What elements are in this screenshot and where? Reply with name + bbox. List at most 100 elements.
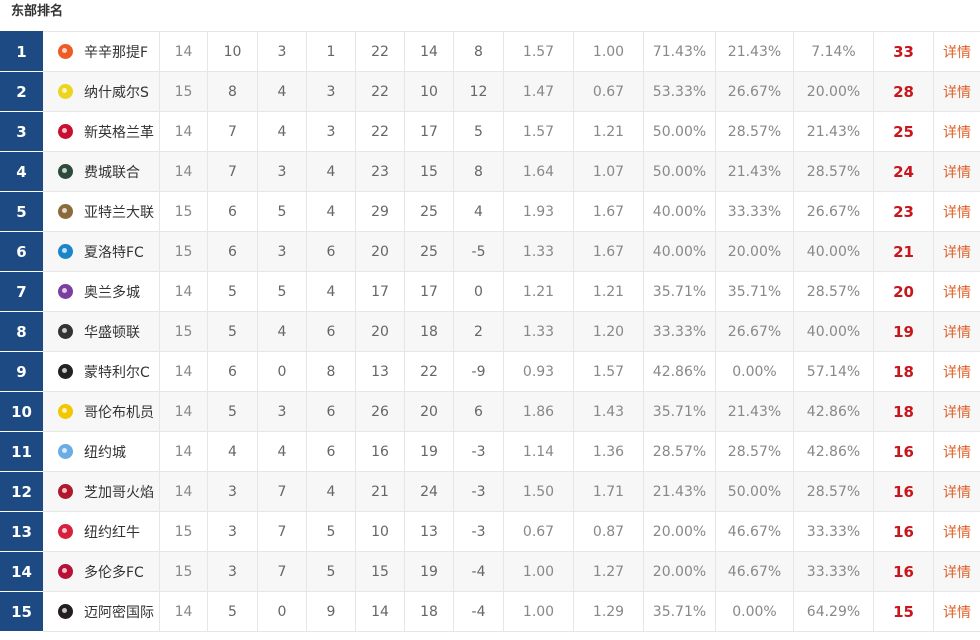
detail-link[interactable]: 详情 bbox=[933, 311, 980, 352]
detail-link[interactable]: 详情 bbox=[933, 111, 980, 152]
loss-pct-cell: 42.86% bbox=[793, 431, 874, 472]
points-cell: 24 bbox=[873, 151, 934, 192]
team-cell[interactable]: 奥兰多城 bbox=[42, 271, 160, 312]
team-cell[interactable]: 亚特兰大联 bbox=[42, 191, 160, 232]
draws-cell: 0 bbox=[257, 351, 307, 392]
team-name: 多伦多FC bbox=[84, 564, 144, 581]
team-name: 蒙特利尔C bbox=[84, 364, 150, 381]
team-name: 奥兰多城 bbox=[84, 284, 140, 301]
table-row: 12 芝加哥火焰 14 3 7 4 21 24 -3 1.50 1.71 21.43% 50.00% 28… bbox=[0, 471, 980, 512]
detail-link[interactable]: 详情 bbox=[933, 431, 980, 472]
team-logo-icon bbox=[58, 44, 73, 59]
win-pct-cell: 33.33% bbox=[643, 311, 716, 352]
loss-pct-cell: 28.57% bbox=[793, 471, 874, 512]
avg-goals-for-cell: 1.86 bbox=[503, 391, 574, 432]
detail-link[interactable]: 详情 bbox=[933, 151, 980, 192]
loss-pct-cell: 26.67% bbox=[793, 191, 874, 232]
standings-table: 1 辛辛那提F 14 10 3 1 22 14 8 1.57 1.00 71.43% 21.43% 7.1… bbox=[0, 31, 980, 632]
played-cell: 15 bbox=[159, 511, 208, 552]
detail-link[interactable]: 详情 bbox=[933, 511, 980, 552]
team-logo-icon bbox=[58, 524, 73, 539]
team-cell[interactable]: 迈阿密国际 bbox=[42, 591, 160, 632]
goals-for-cell: 13 bbox=[355, 351, 405, 392]
table-row: 7 奥兰多城 14 5 5 4 17 17 0 1.21 1.21 35.71% 35.71% 28.57… bbox=[0, 271, 980, 312]
goal-diff-cell: -3 bbox=[453, 431, 504, 472]
team-cell[interactable]: 夏洛特FC bbox=[42, 231, 160, 272]
goal-diff-cell: 6 bbox=[453, 391, 504, 432]
team-cell[interactable]: 哥伦布机员 bbox=[42, 391, 160, 432]
goal-diff-cell: -9 bbox=[453, 351, 504, 392]
win-pct-cell: 35.71% bbox=[643, 271, 716, 312]
loss-pct-cell: 7.14% bbox=[793, 31, 874, 72]
detail-link[interactable]: 详情 bbox=[933, 271, 980, 312]
draws-cell: 4 bbox=[257, 431, 307, 472]
detail-link[interactable]: 详情 bbox=[933, 191, 980, 232]
wins-cell: 4 bbox=[207, 431, 258, 472]
rank-cell: 3 bbox=[0, 111, 43, 152]
losses-cell: 5 bbox=[306, 511, 356, 552]
team-cell[interactable]: 芝加哥火焰 bbox=[42, 471, 160, 512]
avg-goals-against-cell: 1.20 bbox=[573, 311, 644, 352]
played-cell: 15 bbox=[159, 311, 208, 352]
team-logo-icon bbox=[58, 604, 73, 619]
win-pct-cell: 50.00% bbox=[643, 111, 716, 152]
team-logo-icon bbox=[58, 484, 73, 499]
team-cell[interactable]: 纽约红牛 bbox=[42, 511, 160, 552]
detail-link[interactable]: 详情 bbox=[933, 551, 980, 592]
avg-goals-for-cell: 1.21 bbox=[503, 271, 574, 312]
played-cell: 15 bbox=[159, 231, 208, 272]
rank-cell: 11 bbox=[0, 431, 43, 472]
wins-cell: 3 bbox=[207, 471, 258, 512]
losses-cell: 6 bbox=[306, 431, 356, 472]
avg-goals-against-cell: 1.57 bbox=[573, 351, 644, 392]
detail-link[interactable]: 详情 bbox=[933, 471, 980, 512]
goals-for-cell: 16 bbox=[355, 431, 405, 472]
avg-goals-against-cell: 1.43 bbox=[573, 391, 644, 432]
draw-pct-cell: 35.71% bbox=[715, 271, 794, 312]
points-cell: 16 bbox=[873, 551, 934, 592]
rank-cell: 6 bbox=[0, 231, 43, 272]
played-cell: 15 bbox=[159, 71, 208, 112]
win-pct-cell: 20.00% bbox=[643, 511, 716, 552]
played-cell: 14 bbox=[159, 31, 208, 72]
goal-diff-cell: -4 bbox=[453, 551, 504, 592]
detail-link[interactable]: 详情 bbox=[933, 31, 980, 72]
rank-cell: 1 bbox=[0, 31, 43, 72]
detail-link[interactable]: 详情 bbox=[933, 351, 980, 392]
team-cell[interactable]: 纳什威尔S bbox=[42, 71, 160, 112]
table-row: 8 华盛顿联 15 5 4 6 20 18 2 1.33 1.20 33.33% 26.67% 40.00… bbox=[0, 311, 980, 352]
team-name: 夏洛特FC bbox=[84, 244, 144, 261]
table-row: 5 亚特兰大联 15 6 5 4 29 25 4 1.93 1.67 40.00% 33.33% 26.6… bbox=[0, 191, 980, 232]
team-name: 华盛顿联 bbox=[84, 324, 140, 341]
team-cell[interactable]: 新英格兰革 bbox=[42, 111, 160, 152]
avg-goals-for-cell: 1.57 bbox=[503, 31, 574, 72]
table-row: 13 纽约红牛 15 3 7 5 10 13 -3 0.67 0.87 20.00% 46.67% 33.… bbox=[0, 511, 980, 552]
detail-link[interactable]: 详情 bbox=[933, 391, 980, 432]
draw-pct-cell: 46.67% bbox=[715, 551, 794, 592]
team-cell[interactable]: 华盛顿联 bbox=[42, 311, 160, 352]
goals-against-cell: 15 bbox=[404, 151, 454, 192]
detail-link[interactable]: 详情 bbox=[933, 71, 980, 112]
team-cell[interactable]: 费城联合 bbox=[42, 151, 160, 192]
team-cell[interactable]: 辛辛那提F bbox=[42, 31, 160, 72]
team-logo-icon bbox=[58, 124, 73, 139]
avg-goals-for-cell: 1.00 bbox=[503, 591, 574, 632]
team-cell[interactable]: 多伦多FC bbox=[42, 551, 160, 592]
team-name: 芝加哥火焰 bbox=[84, 484, 154, 501]
avg-goals-against-cell: 0.67 bbox=[573, 71, 644, 112]
avg-goals-against-cell: 1.29 bbox=[573, 591, 644, 632]
goal-diff-cell: 2 bbox=[453, 311, 504, 352]
detail-link[interactable]: 详情 bbox=[933, 231, 980, 272]
team-logo-icon bbox=[58, 244, 73, 259]
team-cell[interactable]: 蒙特利尔C bbox=[42, 351, 160, 392]
wins-cell: 3 bbox=[207, 551, 258, 592]
points-cell: 23 bbox=[873, 191, 934, 232]
team-cell[interactable]: 纽约城 bbox=[42, 431, 160, 472]
draws-cell: 7 bbox=[257, 551, 307, 592]
goals-against-cell: 19 bbox=[404, 551, 454, 592]
rank-cell: 10 bbox=[0, 391, 43, 432]
detail-link[interactable]: 详情 bbox=[933, 591, 980, 632]
loss-pct-cell: 28.57% bbox=[793, 271, 874, 312]
team-logo-icon bbox=[58, 164, 73, 179]
draw-pct-cell: 20.00% bbox=[715, 231, 794, 272]
